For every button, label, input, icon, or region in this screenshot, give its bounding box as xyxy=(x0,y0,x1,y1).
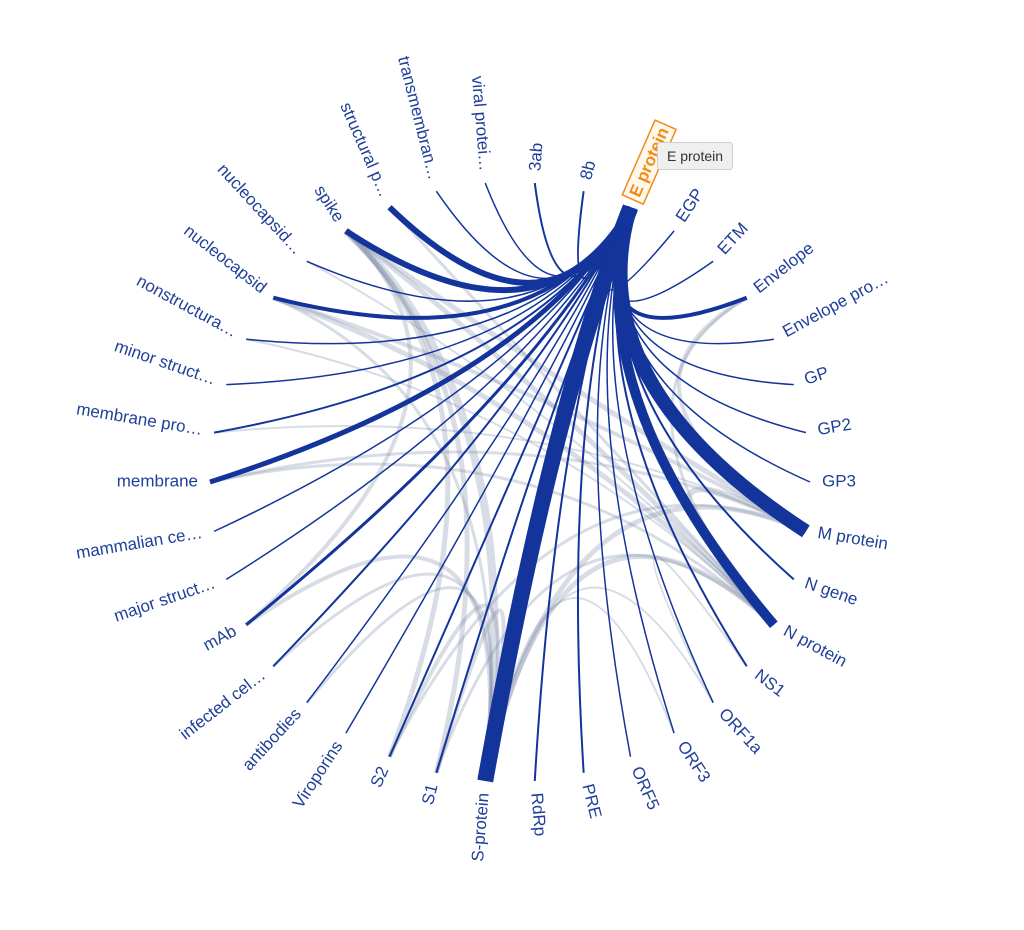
node-label: PRE xyxy=(578,782,605,821)
link xyxy=(344,229,470,774)
link xyxy=(435,190,632,279)
node-label: N gene xyxy=(802,573,860,609)
link xyxy=(244,229,413,627)
link xyxy=(345,206,632,734)
node-label: ORF1a xyxy=(715,704,766,758)
node-label: 8b xyxy=(576,159,599,182)
link xyxy=(343,227,499,782)
node-label: 3ab xyxy=(525,142,546,172)
link xyxy=(388,206,632,758)
node-label: ORF3 xyxy=(674,737,715,785)
node-label: ORF5 xyxy=(628,763,664,812)
link xyxy=(272,572,493,782)
node-label: Viroporins xyxy=(289,737,347,811)
link xyxy=(306,260,775,626)
node-label: EGP xyxy=(672,185,708,225)
link xyxy=(272,296,493,782)
link xyxy=(482,504,807,782)
node-label: nucleocapsid… xyxy=(214,160,307,258)
node-label: N protein xyxy=(780,621,850,671)
node-label: minor struct… xyxy=(112,336,218,388)
link xyxy=(209,462,775,626)
link xyxy=(434,553,775,774)
link xyxy=(209,450,807,533)
link xyxy=(245,206,632,626)
node-label: nucleocapsid xyxy=(180,221,270,297)
tooltip: E protein xyxy=(657,142,734,170)
link xyxy=(387,205,634,286)
node-label: GP2 xyxy=(816,415,853,439)
node-label: nonstructura… xyxy=(134,271,241,341)
link xyxy=(272,206,632,667)
link xyxy=(344,229,451,758)
link xyxy=(477,204,638,783)
node-label: ETM xyxy=(714,219,752,258)
node-label: major struct… xyxy=(111,573,217,625)
node-label: structural p… xyxy=(336,99,394,199)
node-label: NS1 xyxy=(751,665,789,700)
node-label: membrane pro… xyxy=(75,399,204,439)
link xyxy=(482,554,776,782)
node-label: mAb xyxy=(200,621,240,654)
link xyxy=(435,206,632,774)
node-label: S-protein xyxy=(468,792,493,862)
link xyxy=(344,228,776,627)
node-label: infected cel… xyxy=(176,665,269,743)
node-label: antibodies xyxy=(238,704,304,774)
node-label: Envelope pro… xyxy=(779,268,891,340)
node-label: M protein xyxy=(816,523,889,553)
link xyxy=(306,206,632,704)
node-label: spike xyxy=(311,182,349,226)
link xyxy=(617,207,774,345)
node-label: viral protei… xyxy=(468,75,495,172)
node-label: RdRp xyxy=(527,792,550,837)
node-label: membrane xyxy=(117,471,198,490)
node-label: Envelope xyxy=(750,239,818,298)
link xyxy=(272,295,776,627)
link xyxy=(484,182,632,278)
node-label: transmembran… xyxy=(394,54,443,181)
node-label: GP xyxy=(802,363,831,389)
link xyxy=(225,206,632,581)
node-label: mammalian ce… xyxy=(75,523,204,563)
node-label: S2 xyxy=(367,763,393,790)
link xyxy=(245,554,493,782)
node-label: GP3 xyxy=(822,471,856,490)
node-label: S1 xyxy=(418,782,442,807)
